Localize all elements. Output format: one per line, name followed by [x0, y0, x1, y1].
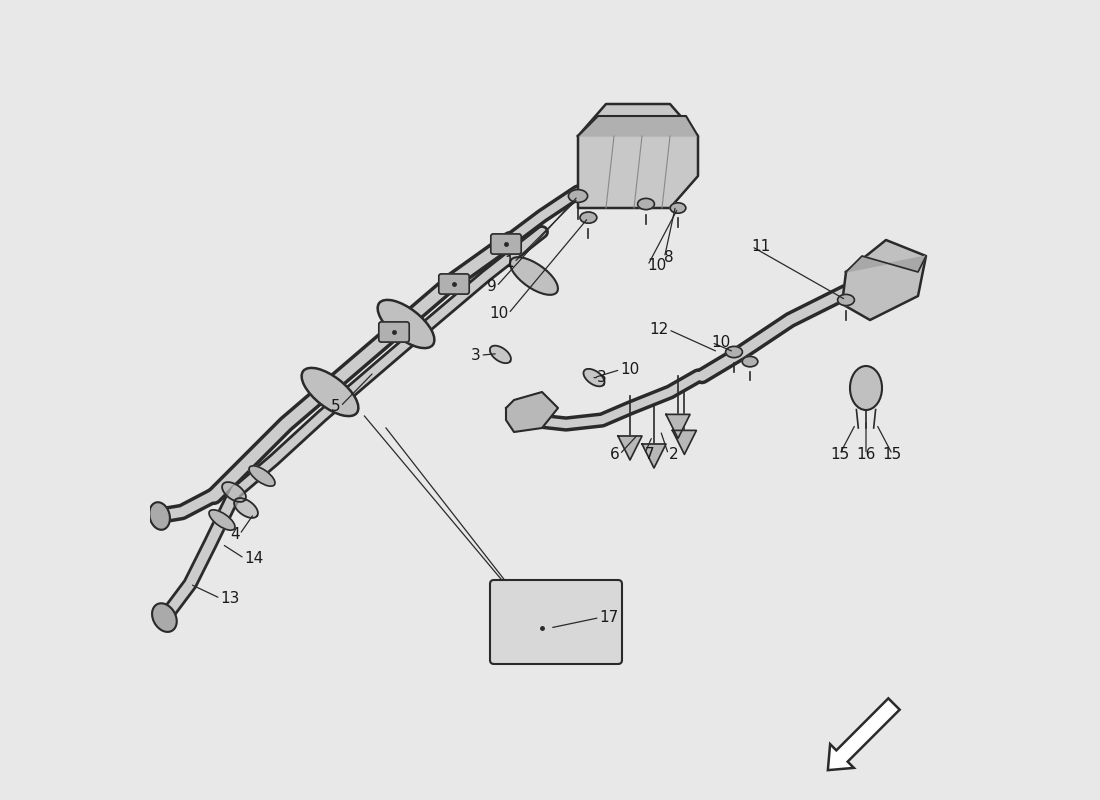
Text: 17: 17 — [600, 610, 619, 625]
Ellipse shape — [742, 357, 758, 366]
Ellipse shape — [580, 212, 597, 223]
Ellipse shape — [150, 502, 169, 530]
Text: 9: 9 — [486, 279, 496, 294]
Ellipse shape — [209, 510, 235, 530]
Text: 6: 6 — [609, 447, 619, 462]
FancyBboxPatch shape — [439, 274, 470, 294]
Polygon shape — [842, 240, 926, 320]
Text: 10: 10 — [648, 258, 667, 273]
Ellipse shape — [152, 603, 177, 632]
Ellipse shape — [249, 466, 275, 486]
Ellipse shape — [670, 202, 685, 214]
Text: 3: 3 — [471, 348, 481, 362]
Text: 13: 13 — [220, 591, 240, 606]
Text: 15: 15 — [830, 447, 849, 462]
Polygon shape — [506, 392, 558, 432]
Polygon shape — [642, 444, 666, 468]
Ellipse shape — [510, 257, 558, 295]
Text: 3: 3 — [596, 370, 606, 385]
Text: 14: 14 — [244, 551, 264, 566]
Ellipse shape — [301, 368, 359, 416]
Ellipse shape — [837, 294, 855, 306]
Text: 5: 5 — [331, 399, 340, 414]
Text: 10: 10 — [620, 362, 640, 377]
FancyBboxPatch shape — [490, 580, 622, 664]
Text: 2: 2 — [669, 447, 678, 462]
Ellipse shape — [726, 346, 742, 358]
Text: 16: 16 — [856, 447, 876, 462]
Polygon shape — [666, 414, 690, 438]
Ellipse shape — [638, 198, 654, 210]
Text: 11: 11 — [751, 239, 771, 254]
Polygon shape — [583, 369, 605, 386]
Ellipse shape — [850, 366, 882, 410]
Polygon shape — [846, 256, 926, 272]
Text: 10: 10 — [490, 306, 508, 321]
Text: 12: 12 — [649, 322, 669, 337]
FancyBboxPatch shape — [378, 322, 409, 342]
Text: 8: 8 — [664, 250, 674, 265]
Text: 4: 4 — [230, 527, 240, 542]
Polygon shape — [672, 430, 696, 454]
Polygon shape — [222, 482, 246, 502]
Text: 7: 7 — [645, 447, 654, 462]
Ellipse shape — [377, 300, 434, 348]
Polygon shape — [490, 346, 510, 363]
Ellipse shape — [569, 190, 587, 202]
Text: 1: 1 — [505, 255, 514, 270]
Polygon shape — [618, 436, 642, 460]
Text: 15: 15 — [883, 447, 902, 462]
Polygon shape — [234, 498, 257, 518]
Polygon shape — [578, 116, 698, 136]
Text: 10: 10 — [712, 335, 730, 350]
FancyBboxPatch shape — [491, 234, 521, 254]
Polygon shape — [578, 104, 698, 208]
FancyArrow shape — [828, 698, 900, 770]
FancyBboxPatch shape — [524, 616, 560, 640]
